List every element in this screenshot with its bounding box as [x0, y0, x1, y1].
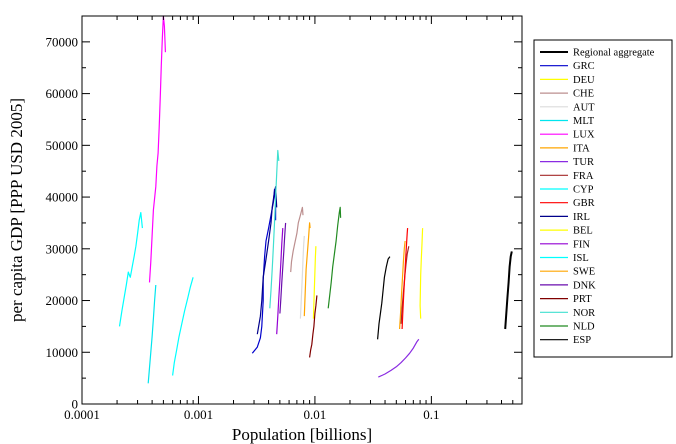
legend-label: GRC — [573, 61, 595, 72]
legend-label: CYP — [573, 185, 594, 196]
series-line-regional-aggregate — [504, 251, 513, 330]
legend-label: CHE — [573, 89, 594, 100]
legend-label: Regional aggregate — [573, 48, 655, 59]
x-tick-label: 0.0001 — [64, 407, 100, 422]
legend-label: TUR — [573, 157, 594, 168]
series-line-nor — [269, 149, 280, 309]
series-line-ita — [399, 240, 406, 330]
y-tick-label: 70000 — [46, 34, 79, 49]
ticks-layer: 0.0001 0.001 0.01 0.1 0 10000 20000 30000 40000 5… — [46, 16, 522, 422]
legend-box — [533, 39, 673, 358]
y-tick-label: 40000 — [46, 190, 79, 205]
legend-label: IRL — [573, 212, 590, 223]
series-line-prt — [309, 295, 318, 358]
y-tick-label: 20000 — [46, 293, 79, 308]
y-tick-label: 60000 — [46, 86, 79, 101]
legend-label: NOR — [573, 308, 595, 319]
legend-label: PRT — [573, 294, 592, 305]
series-line-fin — [276, 228, 284, 335]
x-tick-label: 0.01 — [304, 407, 327, 422]
series-line-cyp — [172, 277, 194, 376]
y-tick-label: 30000 — [46, 241, 79, 256]
series-line-tur — [378, 338, 420, 378]
y-tick-label: 10000 — [46, 345, 79, 360]
legend-label: BEL — [573, 226, 593, 237]
series-line-deu — [419, 228, 424, 319]
legend-label: MLT — [573, 116, 595, 127]
series-line-bel — [312, 246, 317, 319]
legend-label: DNK — [573, 280, 596, 291]
series-layer — [118, 15, 513, 384]
legend: Regional aggregate GRC DEU CHE AUT MLT LUX ITA T… — [533, 39, 673, 358]
plot-frame — [81, 15, 523, 405]
series-line-aut — [299, 235, 305, 319]
series-line-nld — [327, 206, 342, 309]
legend-label: DEU — [573, 75, 595, 86]
legend-label: GBR — [573, 198, 595, 209]
y-tick-label: 0 — [72, 397, 79, 412]
legend-label: FIN — [573, 239, 590, 250]
legend-items: Regional aggregate GRC DEU CHE AUT MLT LUX ITA T… — [540, 48, 655, 346]
series-line-isl — [118, 212, 143, 327]
legend-label: ISL — [573, 253, 589, 264]
legend-label: FRA — [573, 171, 594, 182]
legend-label: ESP — [573, 335, 591, 346]
legend-label: NLD — [573, 322, 595, 333]
series-line-irl — [256, 186, 278, 335]
series-line-dnk — [279, 222, 287, 314]
x-axis-title: Population [billions] — [232, 425, 372, 444]
legend-label: LUX — [573, 130, 595, 141]
y-tick-label: 50000 — [46, 138, 79, 153]
series-line-esp — [377, 256, 391, 340]
y-axis-title: per capita GDP [PPP USD 2005] — [7, 98, 26, 322]
series-line-mlt — [147, 284, 157, 384]
legend-label: ITA — [573, 143, 590, 154]
x-tick-label: 0.1 — [423, 407, 439, 422]
legend-label: SWE — [573, 267, 595, 278]
series-line-gbr — [401, 228, 409, 330]
series-line-che — [290, 206, 304, 273]
x-tick-label: 0.001 — [184, 407, 213, 422]
legend-label: AUT — [573, 102, 595, 113]
series-line-swe — [303, 222, 311, 317]
